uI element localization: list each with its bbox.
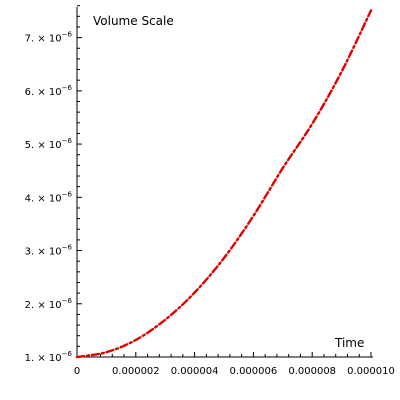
y-tick-exponent: −6 [62, 350, 73, 358]
x-tick-label: 0.000010 [347, 366, 395, 377]
y-tick-mantissa: 4. × 10 [25, 193, 62, 204]
x-tick-label: 0.000002 [112, 366, 160, 377]
y-tick-exponent: −6 [62, 190, 73, 198]
x-tick-label: 0 [74, 366, 80, 377]
y-tick-label: 4. × 10−6 [25, 190, 73, 204]
y-tick-mantissa: 5. × 10 [25, 140, 62, 151]
y-axis-ticks: 1. × 10−62. × 10−63. × 10−64. × 10−65. ×… [25, 5, 82, 364]
y-tick-label: 7. × 10−6 [25, 31, 73, 45]
y-tick-label: 3. × 10−6 [25, 244, 73, 258]
x-axis-title: Time [334, 336, 364, 350]
y-tick-exponent: −6 [62, 137, 73, 145]
y-tick-mantissa: 7. × 10 [25, 34, 62, 45]
series-line [75, 9, 373, 359]
y-tick-mantissa: 6. × 10 [25, 87, 62, 98]
y-tick-exponent: −6 [62, 84, 73, 92]
y-tick-label: 1. × 10−6 [25, 350, 73, 364]
y-tick-mantissa: 3. × 10 [25, 247, 62, 258]
x-axis-ticks: 0 0.000002 0.000004 0.000006 0.000008 0.00001… [74, 352, 395, 377]
y-tick-exponent: −6 [62, 31, 73, 39]
series-layer [75, 9, 373, 359]
y-tick-label: 2. × 10−6 [25, 297, 73, 311]
y-tick-exponent: −6 [62, 244, 73, 252]
x-tick-label: 0.000004 [171, 366, 219, 377]
y-axis-title: Volume Scale [93, 14, 174, 28]
y-tick-exponent: −6 [62, 297, 73, 305]
x-tick-label: 0.000008 [288, 366, 336, 377]
y-tick-label: 5. × 10−6 [25, 137, 73, 151]
y-tick-mantissa: 1. × 10 [25, 353, 62, 364]
y-tick-label: 6. × 10−6 [25, 84, 73, 98]
y-tick-mantissa: 2. × 10 [25, 300, 62, 311]
x-tick-label: 0.000006 [230, 366, 278, 377]
